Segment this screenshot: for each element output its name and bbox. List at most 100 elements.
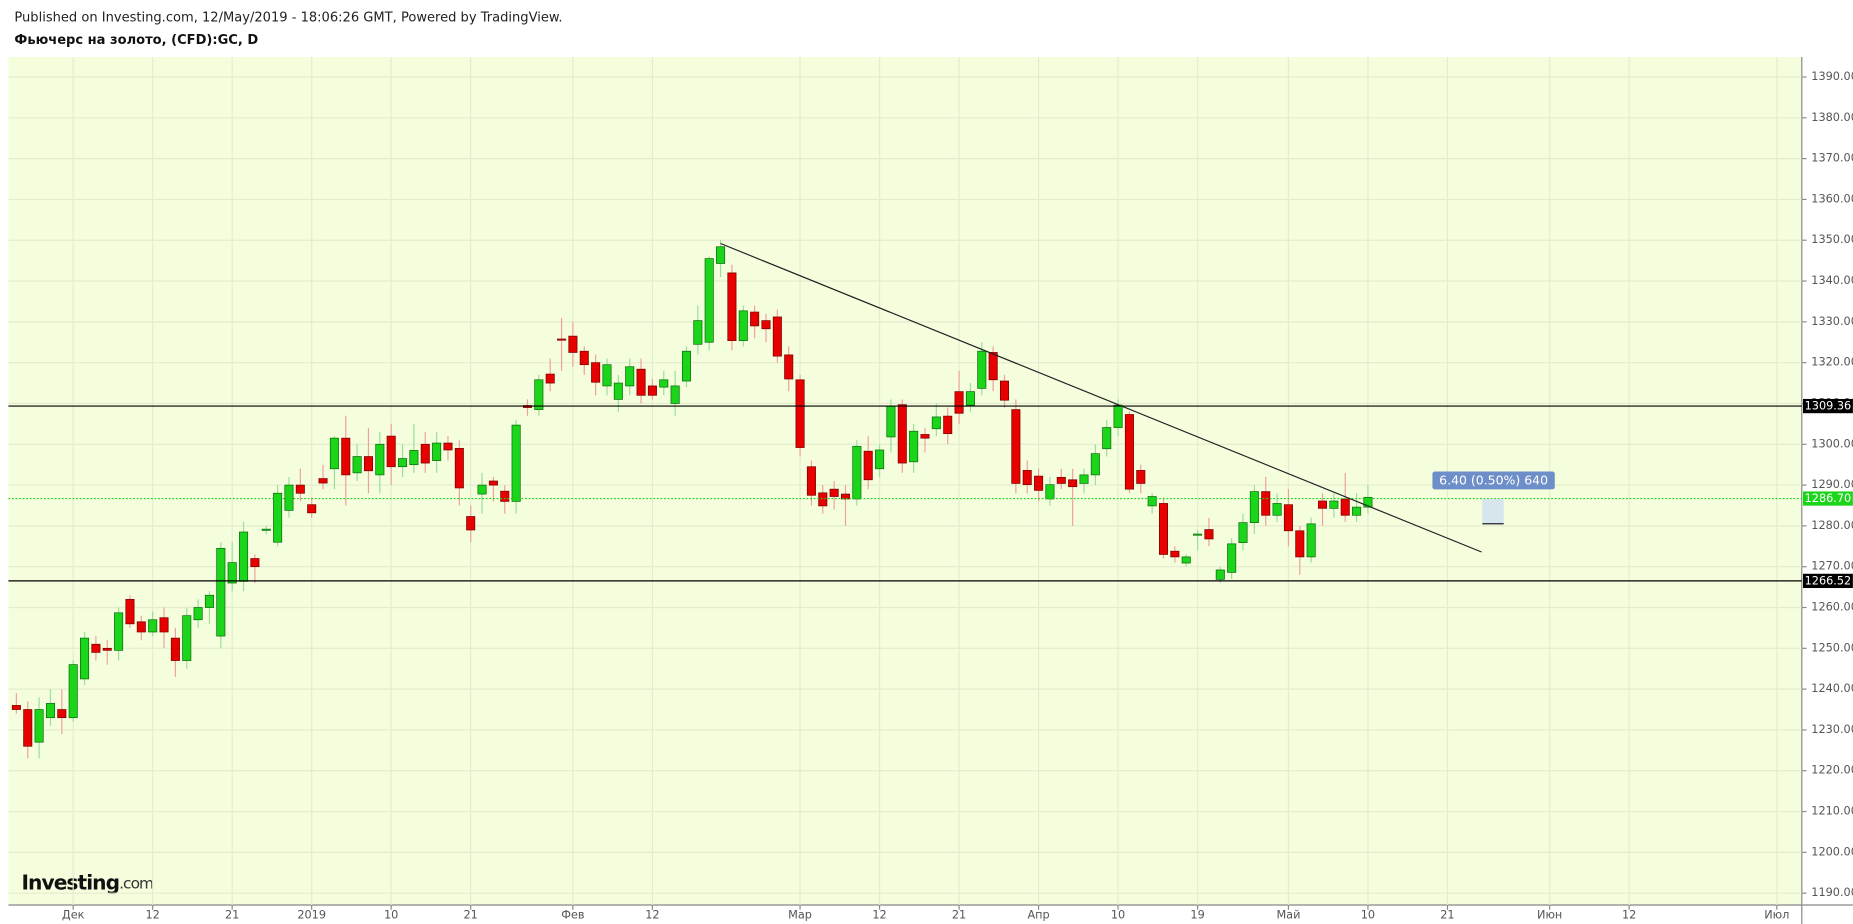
candle-body (68, 664, 78, 719)
candle-body (1090, 453, 1100, 476)
candle-body (693, 320, 703, 345)
last-price-box (1802, 491, 1853, 506)
x-tick-label: Май (1276, 909, 1300, 922)
y-tick-label: 1360.00 (1811, 192, 1853, 205)
y-tick-label: 1330.00 (1811, 315, 1853, 328)
candle-body (1261, 491, 1271, 516)
candle-body (1363, 496, 1373, 508)
candle-body (159, 617, 169, 633)
candle-body (568, 335, 578, 353)
candle-body (250, 558, 260, 568)
candle-body (1170, 550, 1180, 558)
y-tick-label: 1240.00 (1811, 682, 1853, 695)
candle-body (863, 450, 873, 481)
x-tick-label: 12 (1622, 909, 1636, 922)
candle-body (886, 405, 896, 438)
candle-body (920, 434, 930, 439)
x-tick-label: Апр (1027, 909, 1049, 922)
candle-body (1102, 427, 1112, 450)
candle-body (727, 272, 737, 341)
x-tick-label: 21 (464, 909, 478, 922)
candle-body (261, 528, 271, 531)
y-tick-label: 1350.00 (1811, 233, 1853, 246)
candle-body (659, 379, 669, 388)
level-label-box (1802, 573, 1853, 589)
candle-body (1181, 556, 1191, 564)
candle-body (738, 310, 748, 341)
candle-body (1340, 498, 1350, 516)
candle-body (1227, 543, 1237, 573)
x-tick-label: Июл (1764, 909, 1789, 922)
x-tick-label: 2019 (297, 909, 326, 922)
candle-body (114, 612, 124, 651)
watermark: Investing.com (22, 870, 154, 894)
candle-body (511, 424, 521, 502)
candle-body (534, 379, 544, 410)
candle-body (341, 437, 351, 476)
x-tick-label: Июн (1537, 909, 1562, 922)
candle-body (750, 311, 760, 327)
candle-body (454, 447, 464, 489)
candle-body (965, 391, 975, 406)
candle-body (931, 416, 941, 430)
measure-box (1432, 471, 1555, 490)
candle-body (784, 354, 794, 380)
candle-body (772, 316, 782, 357)
candle-body (897, 404, 907, 464)
candle-body (34, 709, 44, 743)
candle-body (216, 547, 226, 637)
candle-body (545, 373, 555, 384)
candle-body (1034, 475, 1044, 491)
candle-body (1136, 470, 1146, 484)
candle-body (647, 385, 657, 396)
candle-body (1204, 529, 1214, 540)
candle-body (1011, 409, 1021, 484)
y-tick-label: 1210.00 (1811, 805, 1853, 818)
candle-body (557, 338, 567, 341)
candle-body (999, 380, 1010, 401)
y-tick-label: 1230.00 (1811, 723, 1853, 736)
candle-body (182, 615, 192, 661)
candle-body (398, 458, 408, 468)
x-tick-label: 10 (384, 909, 398, 922)
grid (8, 57, 1802, 905)
subtitle: Published on Investing.com, 12/May/2019 … (14, 10, 562, 25)
x-tick-label: Фев (561, 909, 584, 922)
candle-body (23, 709, 33, 747)
candle-body (500, 490, 510, 502)
candle-body (829, 488, 839, 497)
candle-body (466, 516, 476, 531)
candle-body (488, 480, 498, 486)
candle-body (1249, 491, 1259, 523)
candle-body (716, 246, 726, 264)
candle-body (1318, 500, 1328, 509)
candle-body (1113, 404, 1123, 428)
y-tick-label: 1270.00 (1811, 560, 1853, 573)
candle-body (1193, 533, 1203, 536)
candle-body (1147, 496, 1157, 507)
candle-body (45, 703, 55, 719)
candle-body (977, 350, 987, 389)
candle-body (1352, 506, 1362, 516)
candle-body (761, 320, 771, 330)
y-tick-label: 1280.00 (1811, 519, 1853, 532)
y-tick-label: 1390.00 (1811, 70, 1853, 83)
candle-body (954, 391, 964, 414)
x-tick-label: 19 (1190, 909, 1204, 922)
trendline (720, 242, 1482, 553)
candle-body (1283, 504, 1293, 532)
candle-body (943, 415, 953, 435)
x-tick-label: 21 (1440, 909, 1454, 922)
candle-body (1045, 484, 1055, 500)
y-tick-label: 1190.00 (1811, 886, 1853, 899)
candle-body (613, 382, 623, 400)
candle-body (307, 504, 317, 514)
candle-body (1215, 569, 1225, 580)
candle-body (329, 437, 339, 470)
candle-body (432, 442, 442, 461)
y-tick-label: 1370.00 (1811, 152, 1853, 165)
candle-body (1306, 523, 1316, 558)
candle-body (1295, 530, 1305, 558)
